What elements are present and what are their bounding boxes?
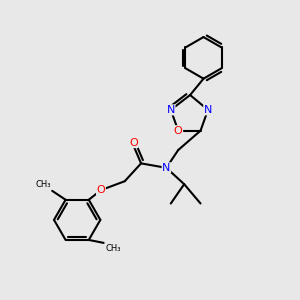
Text: CH₃: CH₃: [105, 244, 121, 253]
Text: O: O: [129, 138, 138, 148]
Text: CH₃: CH₃: [35, 180, 51, 189]
Text: N: N: [204, 105, 212, 115]
Text: O: O: [174, 126, 183, 136]
Text: O: O: [97, 185, 105, 195]
Text: N: N: [167, 105, 175, 115]
Text: N: N: [162, 163, 170, 173]
